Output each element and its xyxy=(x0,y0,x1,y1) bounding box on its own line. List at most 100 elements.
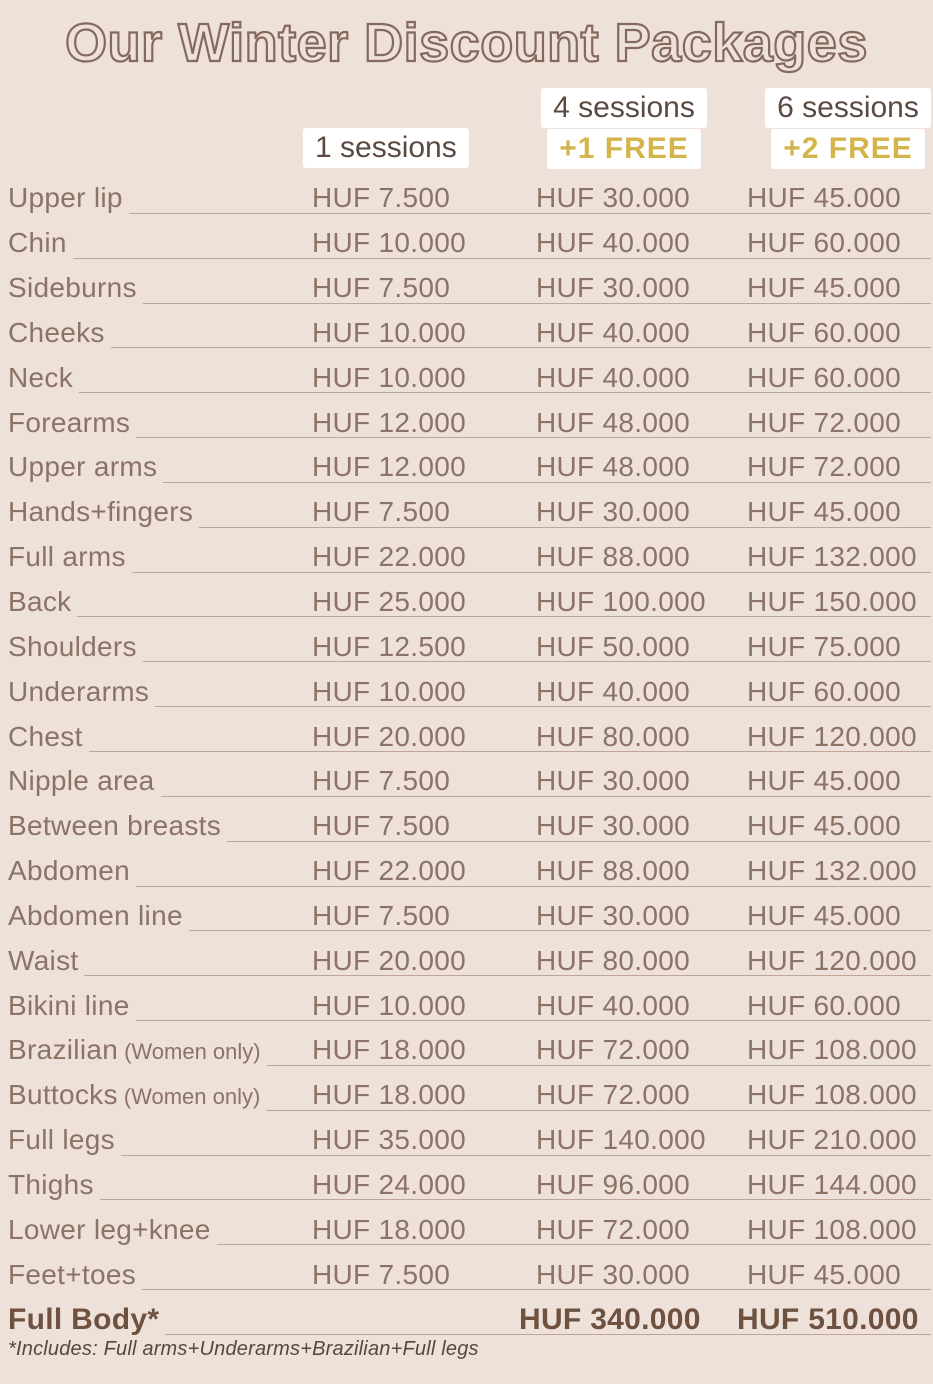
row-label: Waist xyxy=(8,944,79,976)
header-1-sessions: 1 sessions xyxy=(303,128,469,168)
row-label-wrap: Full legs xyxy=(0,1124,115,1156)
price-4-sessions: HUF 50.000 xyxy=(536,630,690,662)
row-label-wrap: Waist xyxy=(0,945,78,977)
row-label-wrap: Lower leg+knee xyxy=(0,1214,211,1246)
row-label-wrap: Feet+toes xyxy=(0,1259,136,1291)
price-4-sessions: HUF 30.000 xyxy=(536,1258,690,1290)
column-headers: 1 sessions 4 sessions +1 FREE 6 sessions… xyxy=(0,88,933,176)
price-4-sessions: HUF 40.000 xyxy=(536,675,690,707)
price-4-sessions: HUF 30.000 xyxy=(536,899,690,931)
row-note: (Women only) xyxy=(124,1039,261,1065)
row-label: Abdomen line xyxy=(8,899,183,931)
table-row: Chin HUF 10.000 HUF 40.000 HUF 60.000 xyxy=(0,221,933,266)
price-4-sessions: HUF 30.000 xyxy=(536,496,690,528)
row-label-wrap: Bikini line xyxy=(0,990,130,1022)
price-6-sessions: HUF 108.000 xyxy=(747,1034,917,1066)
row-label: Neck xyxy=(8,361,73,393)
row-underline xyxy=(188,930,931,932)
price-1-session: HUF 18.000 xyxy=(312,1079,466,1111)
price-table-body: Upper lip HUF 7.500 HUF 30.000 HUF 45.00… xyxy=(0,176,933,1342)
row-label-wrap: Buttocks (Women only) xyxy=(0,1079,260,1111)
row-underline xyxy=(131,571,931,573)
page-title: Our Winter Discount Packages xyxy=(64,12,868,74)
table-row: Abdomen HUF 22.000 HUF 88.000 HUF 132.00… xyxy=(0,849,933,894)
price-1-session: HUF 10.000 xyxy=(312,227,466,259)
table-row: Waist HUF 20.000 HUF 80.000 HUF 120.000 xyxy=(0,938,933,983)
row-label: Feet+toes xyxy=(8,1258,137,1290)
price-6-sessions: HUF 45.000 xyxy=(747,182,901,214)
row-underline xyxy=(135,1020,931,1022)
table-row: Hands+fingers HUF 7.500 HUF 30.000 HUF 4… xyxy=(0,490,933,535)
price-1-session: HUF 24.000 xyxy=(312,1168,466,1200)
table-row: Between breasts HUF 7.500 HUF 30.000 HUF… xyxy=(0,804,933,849)
price-1-session: HUF 7.500 xyxy=(312,272,451,304)
price-6-sessions: HUF 120.000 xyxy=(747,720,917,752)
price-4-sessions: HUF 72.000 xyxy=(536,1079,690,1111)
row-underline xyxy=(84,975,931,977)
row-note: (Women only) xyxy=(123,1084,261,1110)
price-1-session: HUF 20.000 xyxy=(312,720,466,752)
price-4-sessions: HUF 40.000 xyxy=(536,361,690,393)
price-6-sessions: HUF 45.000 xyxy=(747,765,901,797)
table-row: Thighs HUF 24.000 HUF 96.000 HUF 144.000 xyxy=(0,1163,933,1208)
row-underline xyxy=(266,1109,931,1111)
price-6-sessions: HUF 45.000 xyxy=(747,899,901,931)
table-row: Full arms HUF 22.000 HUF 88.000 HUF 132.… xyxy=(0,535,933,580)
row-underline xyxy=(216,1244,931,1246)
price-4-sessions: HUF 48.000 xyxy=(536,451,690,483)
row-label-wrap: Underarms xyxy=(0,676,149,708)
price-4-sessions: HUF 80.000 xyxy=(536,944,690,976)
table-row: Brazilian (Women only) HUF 18.000 HUF 72… xyxy=(0,1028,933,1073)
table-row: Upper arms HUF 12.000 HUF 48.000 HUF 72.… xyxy=(0,445,933,490)
row-underline xyxy=(142,302,931,304)
price-6-sessions: HUF 120.000 xyxy=(747,944,917,976)
price-1-session: HUF 22.000 xyxy=(312,541,466,573)
price-1-session: HUF 7.500 xyxy=(312,1258,451,1290)
price-6-sessions: HUF 72.000 xyxy=(747,406,901,438)
header-plus1-free: +1 FREE xyxy=(547,129,701,169)
header-plus2-free: +2 FREE xyxy=(771,129,925,169)
price-6-sessions: HUF 45.000 xyxy=(747,1258,901,1290)
row-label-wrap: Full arms xyxy=(0,541,126,573)
row-underline xyxy=(120,1154,931,1156)
price-4-sessions: HUF 100.000 xyxy=(536,586,706,618)
row-label-wrap: Abdomen xyxy=(0,855,130,887)
row-label: Shoulders xyxy=(8,630,137,662)
table-row: Full legs HUF 35.000 HUF 140.000 HUF 210… xyxy=(0,1118,933,1163)
price-6-sessions: HUF 108.000 xyxy=(747,1213,917,1245)
row-underline xyxy=(77,616,931,618)
table-row: Chest HUF 20.000 HUF 80.000 HUF 120.000 xyxy=(0,714,933,759)
table-row: Nipple area HUF 7.500 HUF 30.000 HUF 45.… xyxy=(0,759,933,804)
price-1-session: HUF 18.000 xyxy=(312,1213,466,1245)
price-6-sessions: HUF 510.000 xyxy=(737,1302,919,1336)
price-1-session: HUF 22.000 xyxy=(312,855,466,887)
table-row: Buttocks (Women only) HUF 18.000 HUF 72.… xyxy=(0,1073,933,1118)
row-label: Lower leg+knee xyxy=(8,1213,211,1245)
table-row: Abdomen line HUF 7.500 HUF 30.000 HUF 45… xyxy=(0,894,933,939)
row-underline xyxy=(128,212,931,214)
row-underline xyxy=(142,1289,931,1291)
row-label-wrap: Full Body* xyxy=(0,1303,159,1337)
table-row: Sideburns HUF 7.500 HUF 30.000 HUF 45.00… xyxy=(0,266,933,311)
row-label-wrap: Cheeks xyxy=(0,317,105,349)
table-row: Bikini line HUF 10.000 HUF 40.000 HUF 60… xyxy=(0,983,933,1028)
row-label-wrap: Brazilian (Women only) xyxy=(0,1034,261,1066)
price-6-sessions: HUF 60.000 xyxy=(747,675,901,707)
row-label-wrap: Between breasts xyxy=(0,810,221,842)
row-label: Upper lip xyxy=(8,182,123,214)
header-6-sessions-group: 6 sessions +2 FREE xyxy=(760,88,933,169)
price-4-sessions: HUF 96.000 xyxy=(536,1168,690,1200)
price-4-sessions: HUF 30.000 xyxy=(536,272,690,304)
price-1-session: HUF 12.000 xyxy=(312,451,466,483)
price-4-sessions: HUF 88.000 xyxy=(536,541,690,573)
header-6-sessions: 6 sessions xyxy=(765,88,931,128)
row-label: Between breasts xyxy=(8,810,222,842)
row-underline xyxy=(266,1064,931,1066)
table-row: Upper lip HUF 7.500 HUF 30.000 HUF 45.00… xyxy=(0,176,933,221)
price-4-sessions: HUF 340.000 xyxy=(519,1302,701,1336)
price-4-sessions: HUF 40.000 xyxy=(536,227,690,259)
row-label: Sideburns xyxy=(8,272,137,304)
row-label: Full arms xyxy=(8,541,126,573)
price-1-session: HUF 12.500 xyxy=(312,630,466,662)
